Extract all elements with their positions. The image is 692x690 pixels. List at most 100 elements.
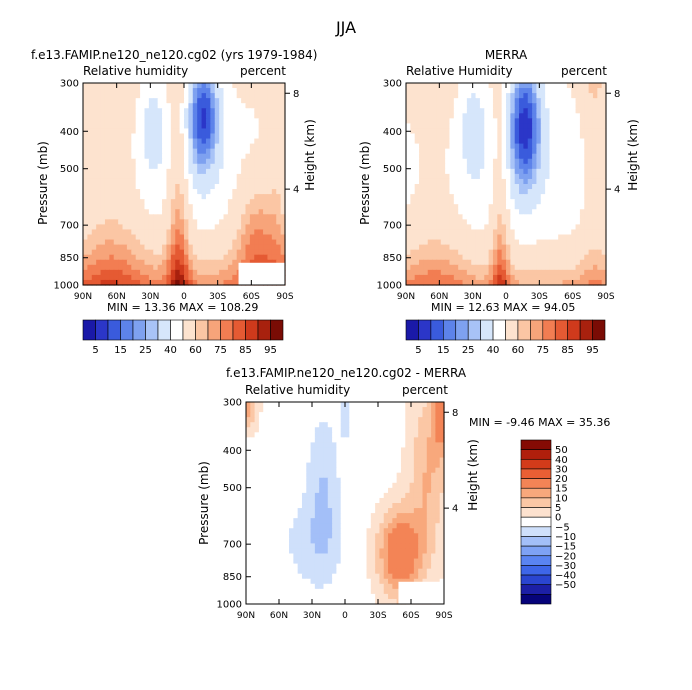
p1-plot-cell [258, 219, 264, 225]
p3-plot-cell [366, 412, 372, 418]
p1-plot-cell [254, 239, 260, 246]
p1-plot-x-tick-label: 0 [181, 292, 187, 302]
p1-plot-cell [148, 163, 154, 170]
p1-plot-cell [166, 274, 172, 281]
p1-plot-cell [201, 88, 207, 94]
p1-plot-cell [135, 173, 141, 180]
p1-plot-cell [131, 93, 137, 99]
p2-plot-cell [540, 274, 546, 281]
p1-plot-cell [223, 244, 229, 251]
p3-plot-cell [379, 442, 385, 449]
p2-plot-cell [458, 219, 464, 225]
p3-plot-cell [349, 432, 355, 438]
p1-plot-cell [153, 274, 159, 281]
p3-plot-cell [263, 452, 269, 459]
p2-plot-cell [488, 204, 494, 210]
p1-cbar-swatch [220, 319, 234, 341]
p2-plot-cell [423, 274, 429, 281]
p2-plot-cell [419, 98, 424, 104]
p2-plot-cell [423, 219, 429, 225]
p2-plot-cell [475, 259, 481, 266]
p3-plot-cell [392, 508, 398, 514]
p1-plot-cell [214, 103, 220, 109]
p2-plot-cell [427, 264, 433, 271]
p3-plot-cell [366, 432, 372, 438]
p2-plot-cell [549, 269, 555, 276]
p1-plot-cell [254, 88, 260, 94]
p2-plot-cell [497, 194, 503, 200]
p2-plot-y-right-tick-label: 4 [614, 185, 620, 196]
p1-plot-cell [96, 123, 102, 130]
p1-plot-cell [113, 158, 119, 165]
p1-plot-cell [205, 113, 211, 119]
p1-plot-cell [87, 138, 93, 145]
p3-plot-cell [396, 457, 402, 464]
p1-plot-cell [122, 249, 128, 256]
p1-plot-cell [109, 204, 115, 210]
p1-plot-cell [100, 249, 106, 256]
p2-plot-cell [532, 93, 538, 99]
p1-plot-cell [170, 83, 176, 89]
p1-plot-cell [153, 239, 159, 246]
p2-plot-cell [588, 103, 594, 109]
p3-plot-cell [336, 412, 342, 418]
p2-plot-cell [427, 194, 433, 200]
p2-plot-cell [492, 128, 498, 135]
p2-plot-cell [414, 133, 420, 140]
p1-plot-cell [210, 204, 216, 210]
p1-plot-cell [100, 224, 106, 231]
p2-plot-cell [540, 143, 546, 150]
p3-plot-cell [379, 417, 385, 423]
p2-plot-cell [597, 189, 603, 195]
p2-plot-cell [545, 259, 551, 266]
p2-plot-cell [423, 133, 429, 140]
p2-plot-cell [410, 189, 416, 195]
p1-plot-cell [148, 158, 154, 165]
p2-plot-cell [592, 113, 598, 119]
p1-plot-cell [118, 259, 124, 266]
p1-plot-cell [87, 189, 93, 195]
p2-plot-cell [545, 224, 551, 231]
p2-plot-cell [597, 83, 603, 89]
p2-plot-cell [571, 234, 577, 241]
p1-plot-cell [91, 224, 97, 231]
p1-plot-cell [192, 138, 198, 145]
p2-plot-cell [506, 123, 511, 130]
p2-plot-cell [479, 153, 485, 160]
p1-plot-cell [113, 224, 119, 231]
p2-plot-cell [436, 123, 442, 130]
p3-plot-cell [258, 528, 264, 534]
p2-plot-cell [545, 244, 551, 251]
p3-plot-cell [439, 422, 445, 428]
p3-plot-cell [276, 503, 282, 509]
p1-plot-cell [118, 123, 124, 130]
p2-cbar-swatch [530, 319, 544, 341]
p1-plot-cell [219, 199, 225, 205]
p3-plot-cell [345, 477, 350, 484]
p1-plot-cell [157, 229, 163, 236]
p3-plot-cell [422, 442, 428, 449]
p3-plot-cell [314, 402, 320, 408]
p1-plot-cell [118, 98, 124, 104]
p3-plot-cell [379, 457, 385, 464]
p3-plot-cell [392, 437, 398, 443]
p2-plot-cell [488, 209, 494, 215]
p1-plot-cell [179, 244, 185, 251]
p2-plot-cell [414, 269, 420, 276]
p1-plot-cell [100, 98, 106, 104]
p1-plot-cell [197, 239, 203, 246]
p1-plot-cell [214, 93, 220, 99]
p1-plot-cell [162, 168, 168, 175]
p3-plot-cell [301, 472, 307, 479]
p3-plot-cell [400, 422, 406, 428]
p3-plot-cell [289, 442, 294, 449]
p2-plot-cell [427, 93, 433, 99]
p2-plot-cell [523, 163, 529, 170]
p3-plot-cell [357, 427, 363, 433]
p1-plot-cell [236, 229, 242, 236]
p1-plot-cell [153, 264, 159, 271]
p2-plot-cell [579, 189, 585, 195]
p2-plot-cell [453, 279, 459, 286]
p3-plot-cell [336, 508, 342, 514]
p3-plot-cell [310, 508, 316, 514]
